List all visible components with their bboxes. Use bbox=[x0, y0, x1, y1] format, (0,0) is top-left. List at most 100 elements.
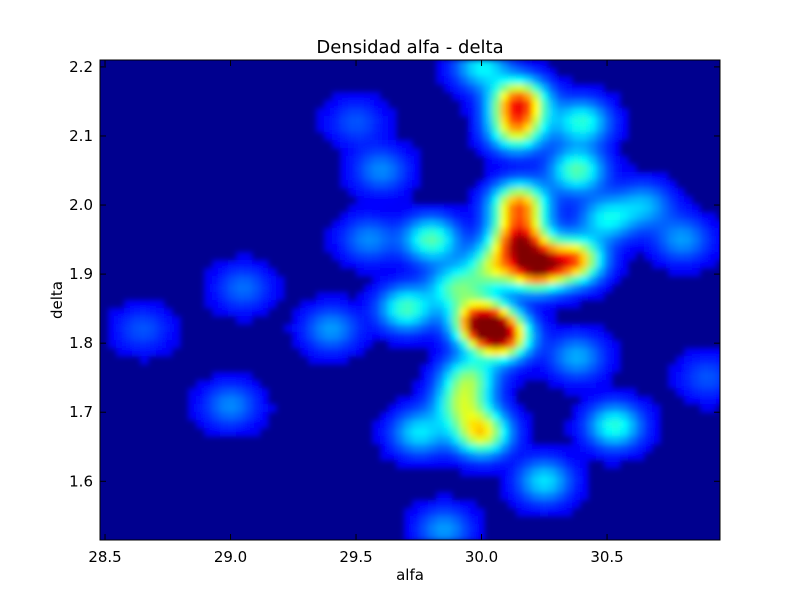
heatmap-cell bbox=[396, 252, 405, 261]
heatmap-cell bbox=[548, 172, 557, 181]
heatmap-cell bbox=[532, 348, 541, 357]
heatmap-cell bbox=[516, 228, 525, 237]
heatmap-cell bbox=[588, 172, 597, 181]
heatmap-cell bbox=[396, 324, 405, 333]
heatmap-cell bbox=[436, 68, 445, 77]
heatmap-cell bbox=[428, 212, 437, 221]
heatmap-cell bbox=[604, 260, 613, 269]
heatmap-cell bbox=[356, 124, 365, 133]
heatmap-cell bbox=[244, 276, 253, 285]
heatmap-cell bbox=[508, 292, 517, 301]
heatmap-cell bbox=[436, 436, 445, 445]
heatmap-cell bbox=[380, 164, 389, 173]
heatmap-cell bbox=[588, 388, 597, 397]
heatmap-cell bbox=[492, 244, 501, 253]
heatmap-cell bbox=[484, 348, 493, 357]
heatmap-cell bbox=[412, 268, 421, 277]
heatmap-cell bbox=[532, 132, 541, 141]
heatmap-cell bbox=[412, 532, 421, 540]
heatmap-cell bbox=[444, 356, 453, 365]
heatmap-cell bbox=[436, 508, 445, 517]
heatmap-cell bbox=[388, 300, 397, 309]
heatmap-cell bbox=[652, 236, 661, 245]
heatmap-cell bbox=[404, 460, 413, 469]
heatmap-cell bbox=[500, 428, 509, 437]
heatmap-cell bbox=[356, 228, 365, 237]
heatmap-cell bbox=[692, 388, 701, 397]
heatmap-cell bbox=[188, 404, 197, 413]
heatmap-cell bbox=[572, 476, 581, 485]
heatmap-cell bbox=[380, 428, 389, 437]
heatmap-cell bbox=[508, 436, 517, 445]
heatmap-cell bbox=[284, 324, 293, 333]
heatmap-cell bbox=[444, 396, 453, 405]
heatmap-cell bbox=[596, 132, 605, 141]
heatmap-cell bbox=[436, 332, 445, 341]
heatmap-cell bbox=[212, 404, 221, 413]
heatmap-cell bbox=[500, 468, 509, 477]
heatmap-cell bbox=[348, 124, 357, 133]
heatmap-cell bbox=[212, 428, 221, 437]
heatmap-cell bbox=[532, 204, 541, 213]
heatmap-cell bbox=[540, 68, 549, 77]
heatmap-cell bbox=[460, 372, 469, 381]
heatmap-cell bbox=[492, 108, 501, 117]
heatmap-cell bbox=[444, 268, 453, 277]
heatmap-cell bbox=[476, 348, 485, 357]
heatmap-cell bbox=[580, 172, 589, 181]
heatmap-cell bbox=[596, 164, 605, 173]
heatmap-cell bbox=[340, 300, 349, 309]
heatmap-cell bbox=[524, 412, 533, 421]
heatmap-cell bbox=[604, 228, 613, 237]
heatmap-cell bbox=[348, 324, 357, 333]
heatmap-cell bbox=[684, 236, 693, 245]
heatmap-cell bbox=[564, 132, 573, 141]
heatmap-cell bbox=[436, 412, 445, 421]
heatmap-cell bbox=[276, 284, 285, 293]
heatmap-cell bbox=[332, 244, 341, 253]
heatmap-cell bbox=[364, 332, 373, 341]
heatmap-cell bbox=[476, 444, 485, 453]
heatmap-cell bbox=[668, 188, 677, 197]
heatmap-cell bbox=[572, 252, 581, 261]
heatmap-cell bbox=[172, 316, 181, 325]
heatmap-cell bbox=[420, 204, 429, 213]
heatmap-cell bbox=[492, 204, 501, 213]
heatmap-cell bbox=[620, 212, 629, 221]
heatmap-cell bbox=[580, 188, 589, 197]
heatmap-cell bbox=[444, 324, 453, 333]
heatmap-cell bbox=[556, 356, 565, 365]
heatmap-cell bbox=[604, 148, 613, 157]
heatmap-cell bbox=[420, 364, 429, 373]
heatmap-cell bbox=[492, 444, 501, 453]
heatmap-cell bbox=[468, 196, 477, 205]
heatmap-cell bbox=[508, 236, 517, 245]
heatmap-cell bbox=[252, 276, 261, 285]
heatmap-cell bbox=[652, 188, 661, 197]
heatmap-cell bbox=[372, 100, 381, 109]
heatmap-cell bbox=[596, 212, 605, 221]
heatmap-cell bbox=[660, 244, 669, 253]
heatmap-cell bbox=[172, 324, 181, 333]
heatmap-cell bbox=[580, 228, 589, 237]
heatmap-cell bbox=[332, 140, 341, 149]
heatmap-cell bbox=[612, 404, 621, 413]
heatmap-cell bbox=[516, 300, 525, 309]
heatmap-cell bbox=[324, 324, 333, 333]
heatmap-cell bbox=[348, 172, 357, 181]
heatmap-cell bbox=[452, 204, 461, 213]
heatmap-cell bbox=[428, 356, 437, 365]
heatmap-cell bbox=[580, 364, 589, 373]
heatmap-cell bbox=[604, 132, 613, 141]
heatmap-cell bbox=[556, 284, 565, 293]
heatmap-cell bbox=[212, 388, 221, 397]
heatmap-cell bbox=[500, 148, 509, 157]
heatmap-cell bbox=[228, 276, 237, 285]
heatmap-cell bbox=[228, 412, 237, 421]
heatmap-cell bbox=[500, 180, 509, 189]
heatmap-cell bbox=[708, 236, 717, 245]
heatmap-cell bbox=[436, 516, 445, 525]
heatmap-cell bbox=[668, 252, 677, 261]
heatmap-cell bbox=[444, 404, 453, 413]
